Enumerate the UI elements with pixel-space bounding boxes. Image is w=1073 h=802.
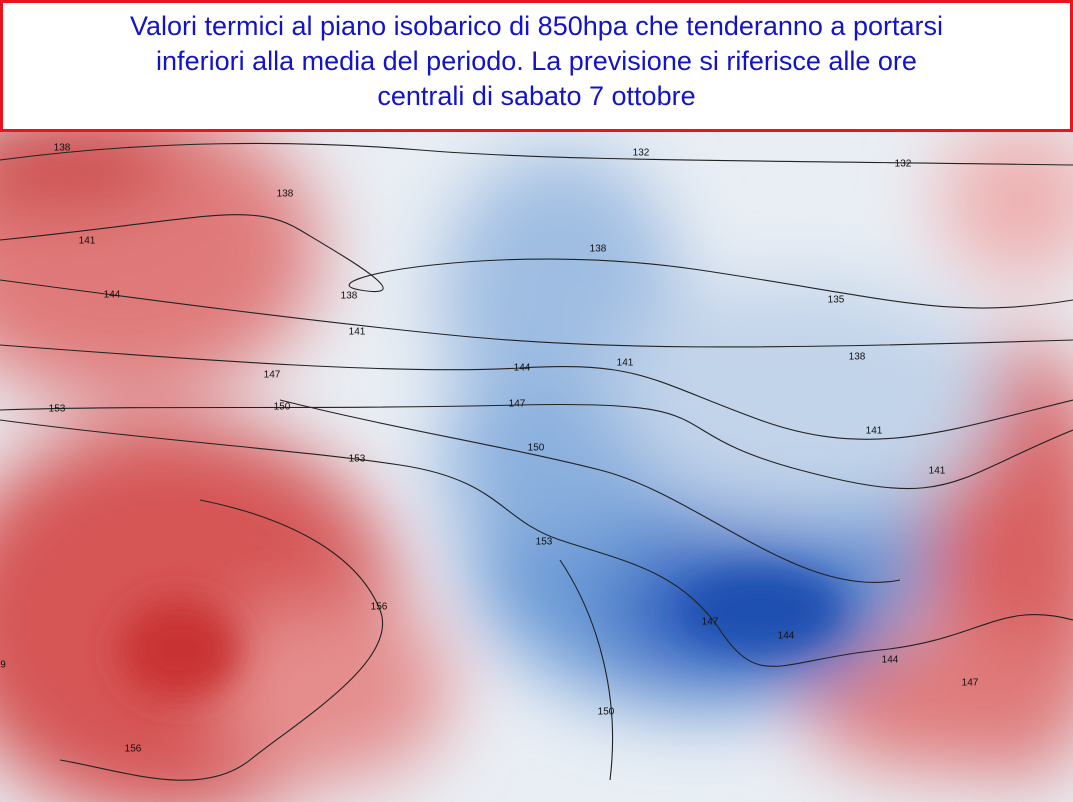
contour-label: 9 (0, 660, 6, 671)
contour-label: 132 (895, 159, 912, 170)
contour-label: 138 (590, 244, 607, 255)
title-box: Valori termici al piano isobarico di 850… (0, 0, 1073, 132)
contour-label: 144 (104, 290, 121, 301)
contour-label: 144 (514, 363, 531, 374)
contour-label: 153 (49, 404, 66, 415)
contour-label: 147 (702, 617, 719, 628)
contour-label: 150 (598, 707, 615, 718)
contour-label: 144 (778, 631, 795, 642)
title-line: Valori termici al piano isobarico di 850… (130, 11, 943, 41)
contour-label: 141 (79, 236, 96, 247)
contour-label: 147 (509, 399, 526, 410)
contour-label: 141 (617, 358, 634, 369)
isohypses (0, 142, 1073, 781)
contour-label: 156 (125, 744, 142, 755)
contour-label: 141 (866, 426, 883, 437)
contour-labels: 138 132 132 138 141 138 144 138 135 141 138 141 144 1… (0, 143, 979, 755)
contour-label: 153 (349, 454, 366, 465)
contour-label: 153 (536, 537, 553, 548)
contour-label: 156 (371, 602, 388, 613)
contour-label: 144 (882, 655, 899, 666)
contour-label: 138 (277, 189, 294, 200)
contour-label: 138 (341, 291, 358, 302)
title-line: inferiori alla media del periodo. La pre… (156, 46, 917, 76)
contour-label: 138 (54, 143, 71, 154)
title-line: centrali di sabato 7 ottobre (377, 81, 696, 111)
temperature-field (0, 100, 1073, 802)
contour-label: 147 (962, 678, 979, 689)
contour-label: 135 (828, 295, 845, 306)
contour-label: 150 (528, 443, 545, 454)
contour-label: 141 (929, 466, 946, 477)
contour-label: 132 (633, 148, 650, 159)
contour-label: 147 (264, 370, 281, 381)
contour-label: 150 (274, 402, 291, 413)
contour-label: 141 (349, 327, 366, 338)
contour-label: 138 (849, 352, 866, 363)
